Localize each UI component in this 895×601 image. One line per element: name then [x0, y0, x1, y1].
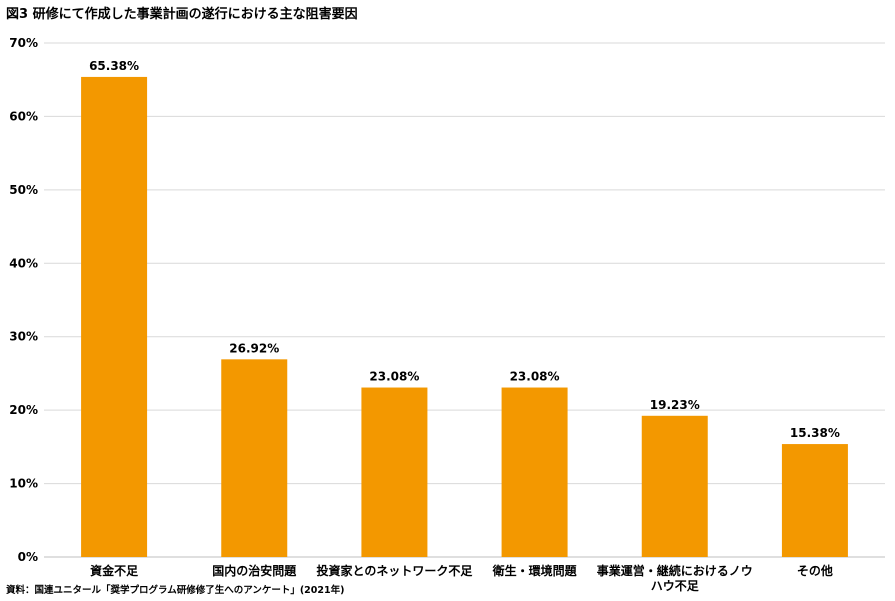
category-label: 事業運営・継続におけるノウ	[597, 563, 753, 578]
data-label: 19.23%	[650, 398, 700, 412]
bar	[81, 76, 148, 557]
bar	[501, 387, 568, 557]
bar	[361, 387, 428, 557]
data-label: 23.08%	[369, 370, 419, 384]
data-label: 65.38%	[89, 59, 139, 73]
category-label: 衛生・環境問題	[492, 563, 578, 578]
data-label: 26.92%	[229, 341, 279, 355]
category-label: 投資家とのネットワーク不足	[316, 563, 472, 578]
y-tick-label: 60%	[9, 109, 38, 123]
y-tick-label: 0%	[18, 550, 38, 564]
data-label: 23.08%	[510, 370, 560, 384]
y-tick-label: 40%	[9, 256, 38, 270]
bar	[221, 359, 288, 557]
y-tick-label: 30%	[9, 330, 38, 344]
data-label: 15.38%	[790, 426, 840, 440]
bar	[781, 444, 848, 557]
y-tick-label: 20%	[9, 403, 38, 417]
category-label: ハウ不足	[651, 579, 699, 593]
y-tick-label: 70%	[9, 36, 38, 50]
y-tick-label: 10%	[9, 477, 38, 491]
y-tick-label: 50%	[9, 183, 38, 197]
bar	[641, 415, 708, 557]
category-label: その他	[797, 563, 833, 578]
category-label: 国内の治安問題	[212, 563, 297, 578]
category-label: 資金不足	[90, 563, 138, 578]
chart-title: 図3 研修にて作成した事業計画の遂行における主な阻害要因	[6, 7, 358, 22]
source-note: 資料：国連ユニタール「奨学プログラム研修修了生へのアンケート」(2021年)	[6, 585, 345, 596]
